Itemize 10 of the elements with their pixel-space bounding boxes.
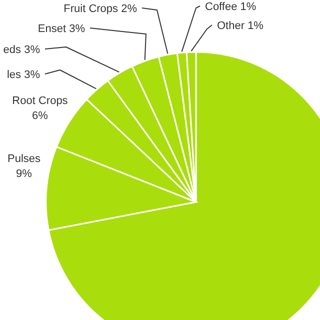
slice-label: eds 3%	[3, 44, 40, 56]
slice-label: Coffee 1%	[205, 1, 256, 13]
slice-label: les 3%	[6, 69, 40, 81]
data-label: 6%	[32, 110, 48, 122]
slice-label: Pulses	[7, 153, 41, 165]
slice-label: Other 1%	[217, 20, 264, 32]
slice-label: Fruit Crops 2%	[64, 3, 138, 15]
slice-label: Enset 3%	[38, 23, 86, 35]
slice-label: Root Crops	[12, 95, 68, 107]
data-label: 9%	[16, 168, 32, 180]
